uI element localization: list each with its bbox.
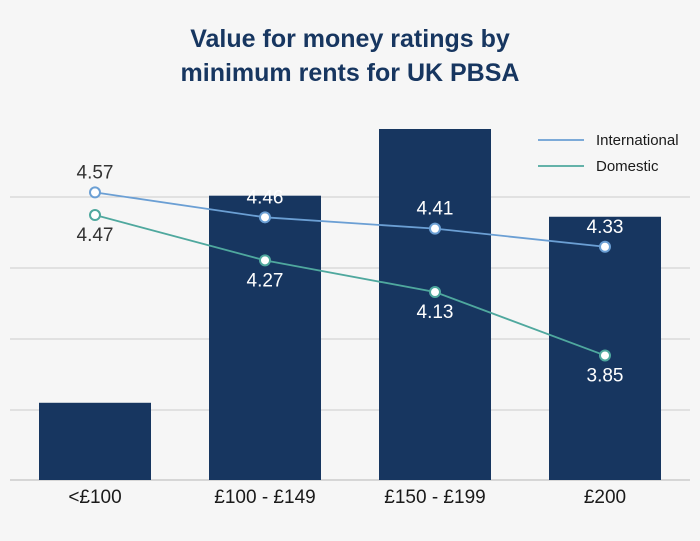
chart-title-line-1: Value for money ratings by: [190, 25, 510, 53]
data-label: 4.41: [417, 199, 454, 220]
data-point: [429, 286, 441, 299]
data-point: [259, 211, 271, 224]
data-point: [89, 209, 101, 222]
bar: [379, 129, 491, 480]
data-label: 4.33: [587, 217, 624, 238]
data-point: [599, 349, 611, 362]
x-tick-label: £150 - £199: [384, 487, 485, 508]
x-tick-label: £200: [584, 487, 626, 508]
data-label: 4.47: [77, 225, 114, 246]
data-label: 3.85: [587, 365, 624, 386]
series-line-domestic: [94, 214, 606, 357]
x-tick-label: £100 - £149: [214, 487, 315, 508]
chart-title-line-2: minimum rents for UK PBSA: [180, 59, 520, 87]
data-point: [89, 186, 101, 199]
data-point: [429, 222, 441, 235]
series-line-international: [94, 191, 606, 248]
bar: [39, 402, 151, 480]
chart-title: Value for money ratings by minimum rents…: [0, 22, 700, 90]
legend-label: International: [596, 132, 679, 149]
x-tick-label: <£100: [68, 487, 121, 508]
bar: [209, 195, 321, 480]
legend-label: Domestic: [596, 158, 659, 175]
data-point: [259, 254, 271, 267]
data-label: 4.13: [417, 302, 454, 323]
data-point: [599, 240, 611, 253]
data-label: 4.46: [247, 187, 284, 208]
data-label: 4.57: [77, 162, 114, 183]
bar: [549, 216, 661, 480]
data-label: 4.27: [247, 270, 284, 291]
